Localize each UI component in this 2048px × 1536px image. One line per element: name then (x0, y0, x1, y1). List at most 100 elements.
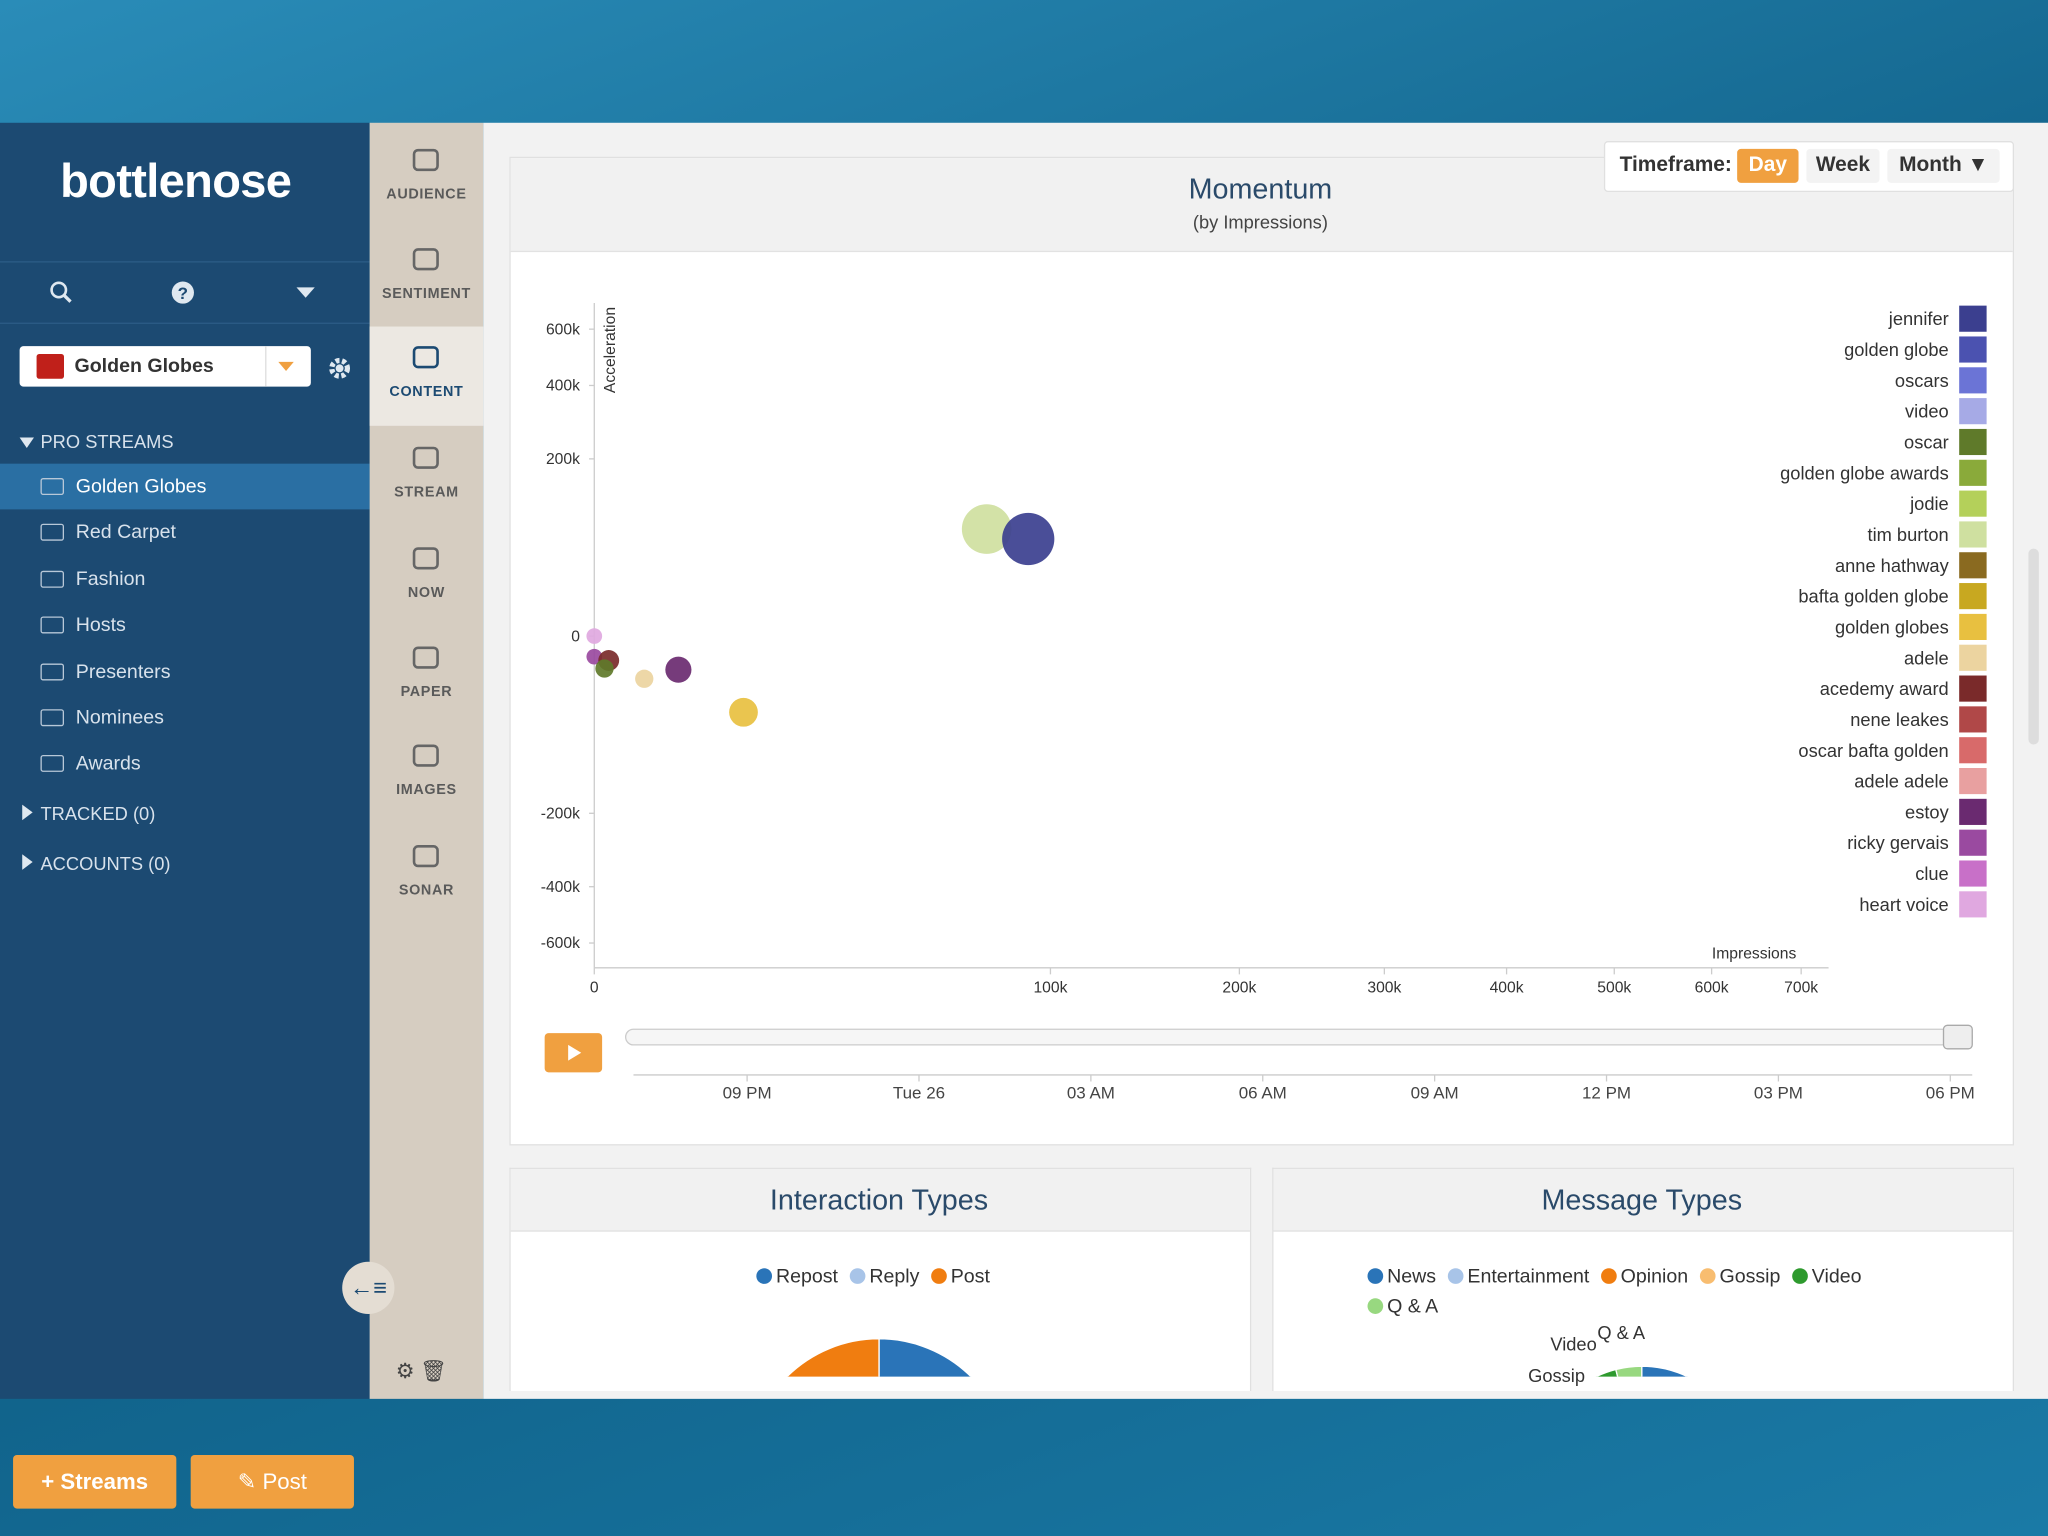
nav-icon (412, 446, 439, 469)
settings-icon[interactable] (327, 355, 353, 381)
chart-title: Momentum (1189, 174, 1333, 206)
nav-item[interactable]: NOW (370, 528, 484, 627)
momentum-panel (509, 156, 2015, 1146)
nav-item[interactable]: IMAGES (370, 725, 484, 824)
timeframe-option[interactable]: Month ▼ (1887, 148, 2000, 183)
interaction-panel (509, 1167, 1252, 1392)
section-title[interactable]: ACCOUNTS (0) (40, 852, 171, 874)
legend-label: Gossip (1719, 1266, 1780, 1288)
button-label: Streams (60, 1469, 149, 1495)
nav-item[interactable]: PAPER (370, 627, 484, 726)
legend-dot (1601, 1268, 1617, 1284)
legend-swatch (1959, 490, 1987, 517)
nav-label: PAPER (400, 684, 453, 701)
post-button[interactable]: ✎ Post (190, 1455, 354, 1509)
option-label: Month (1899, 154, 1962, 177)
legend-label: jodie (1909, 493, 1949, 514)
stream-item[interactable]: Nominees (0, 695, 370, 741)
legend-swatch (1959, 459, 1987, 486)
legend-item: Entertainment (1447, 1266, 1590, 1288)
streams-button[interactable]: + Streams (13, 1455, 177, 1509)
timeframe-option[interactable]: Week (1806, 148, 1880, 183)
stream-item[interactable]: Red Carpet (0, 510, 370, 556)
legend-label: oscars (1895, 370, 1949, 391)
logo: bottlenose (60, 154, 292, 208)
x-tick-label: 600k (1695, 980, 1729, 997)
legend-label: oscar (1904, 432, 1949, 453)
x-tick-label: 500k (1597, 980, 1631, 997)
legend-swatch (1959, 305, 1987, 332)
scrollbar[interactable] (2028, 548, 2039, 745)
legend-swatch (1959, 860, 1987, 887)
legend-dot (1792, 1268, 1808, 1284)
timeframe-option[interactable]: Day (1737, 148, 1799, 183)
legend-swatch (1959, 367, 1987, 394)
search-icon[interactable] (48, 280, 74, 306)
nav-item[interactable]: SENTIMENT (370, 229, 484, 328)
y-axis-title: Acceleration (602, 307, 619, 393)
legend-label: nene leakes (1850, 709, 1949, 730)
nav-item[interactable]: STREAM (370, 427, 484, 526)
nav-label: IMAGES (396, 782, 457, 799)
legend-label: bafta golden globe (1798, 586, 1948, 607)
menu-arrow[interactable] (295, 285, 316, 301)
legend-dot (756, 1268, 773, 1284)
x-tick-label: 300k (1367, 980, 1401, 997)
legend-item: News (1367, 1266, 1436, 1288)
y-tick-label: 200k (546, 451, 580, 468)
legend-dot (1367, 1268, 1384, 1284)
legend-label: video (1905, 401, 1949, 422)
pie-slice (1537, 1471, 1641, 1503)
chart-title: Interaction Types (770, 1184, 988, 1216)
collapse-button[interactable]: ←≡ (342, 1261, 395, 1314)
legend-swatch (1959, 644, 1987, 671)
bubble (595, 659, 614, 678)
toolbar: ? (0, 261, 370, 324)
nav-item[interactable]: AUDIENCE (370, 129, 484, 228)
legend-item: Gossip (1699, 1266, 1781, 1288)
stream-item[interactable]: Hosts (0, 602, 370, 648)
legend-dot (849, 1268, 866, 1284)
slice-label: Gossip (1528, 1365, 1585, 1386)
legend-swatch (1959, 552, 1987, 579)
nav-item[interactable]: SONAR (370, 825, 484, 924)
y-tick-label: 400k (546, 378, 580, 395)
legend-swatch (1959, 675, 1987, 702)
timeline-label: 03 PM (1754, 1083, 1803, 1102)
nav-label: CONTENT (389, 383, 464, 400)
stream-item[interactable]: Golden Globes (0, 464, 370, 510)
legend-item: Video (1792, 1266, 1862, 1288)
section-title[interactable]: TRACKED (0) (40, 803, 156, 825)
nav-icon (412, 248, 439, 271)
timeline-label: 09 AM (1411, 1083, 1459, 1102)
nav-item[interactable]: CONTENT (369, 326, 484, 426)
footer-icons[interactable]: ⚙ 🗑 (395, 1360, 447, 1384)
stream-name: Golden Globes (74, 355, 214, 378)
bubble (1002, 512, 1055, 566)
pro-icon (40, 570, 64, 588)
stream-select[interactable]: Golden Globes (19, 346, 311, 387)
nav-icon (412, 547, 439, 570)
stream-item[interactable]: Fashion (0, 556, 370, 602)
timeframe: Timeframe: Day Week Month ▼ (1603, 141, 2015, 192)
legend-label: Q & A (1387, 1296, 1439, 1318)
legend-item: Post (931, 1266, 990, 1288)
section-title[interactable]: PRO STREAMS (40, 431, 174, 452)
slider-handle[interactable] (1942, 1024, 1973, 1050)
message-panel (1272, 1167, 2015, 1392)
time-slider[interactable] (624, 1028, 1973, 1046)
bubble (635, 669, 654, 688)
button-label: Post (262, 1469, 307, 1495)
stream-item[interactable]: Awards (0, 741, 370, 787)
svg-text:?: ? (178, 284, 188, 303)
pie-slice (1594, 1368, 1619, 1377)
pro-icon (40, 524, 64, 542)
legend-item: Opinion (1601, 1266, 1688, 1288)
help-icon[interactable]: ? (170, 280, 196, 306)
legend-label: Opinion (1621, 1266, 1688, 1288)
stream-item[interactable]: Presenters (0, 649, 370, 695)
legend-dot (931, 1268, 947, 1284)
legend-label: oscar bafta golden (1798, 740, 1948, 761)
legend-label: acedemy award (1820, 678, 1949, 699)
